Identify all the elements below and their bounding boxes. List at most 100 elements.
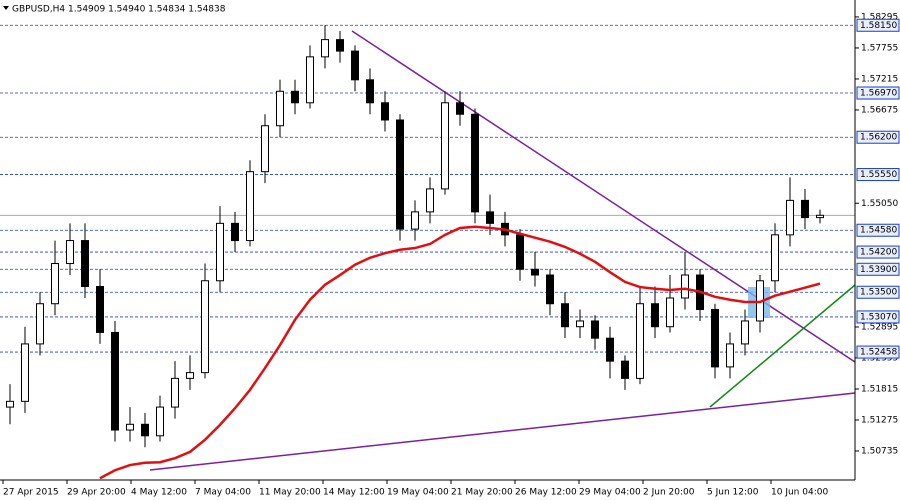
x-tick-label: 29 Apr 20:00 [67, 488, 126, 498]
candle-body [771, 234, 779, 282]
y-tick-label: 1.51275 [861, 416, 898, 426]
y-tick-label: 1.57755 [861, 43, 898, 53]
candle-body [6, 400, 14, 408]
candle-body [516, 234, 524, 270]
candle-body [261, 125, 269, 173]
candle-body [156, 406, 164, 437]
candle-body [801, 199, 809, 219]
candle-body [591, 320, 599, 339]
candle-body [561, 303, 569, 328]
title-arrow [3, 6, 9, 10]
candle-body [141, 423, 149, 437]
trend-line [709, 284, 856, 408]
chart-title: GBPUSD,H4 1.54909 1.54940 1.54834 1.5483… [12, 5, 226, 15]
candle-body [36, 303, 44, 345]
candle-body [786, 199, 794, 236]
candle-body [546, 274, 554, 305]
x-tick-label: 21 May 20:00 [451, 488, 513, 498]
level-label-box [856, 285, 900, 299]
x-tick-label: 11 May 20:00 [259, 488, 321, 498]
candle-body [396, 119, 404, 230]
level-label: 1.53900 [860, 265, 897, 275]
candle-body [306, 56, 314, 104]
candle-body [606, 337, 614, 362]
candle-body [276, 90, 284, 127]
level-label: 1.56970 [860, 89, 897, 99]
level-label: 1.56200 [860, 133, 897, 143]
y-tick-label: 1.58295 [861, 12, 898, 22]
candle-body [126, 423, 134, 431]
y-tick-label: 1.56675 [861, 105, 898, 115]
candles [6, 25, 824, 480]
level-label-box [856, 245, 900, 259]
y-tick-label: 1.55050 [861, 199, 898, 209]
candle-body [486, 211, 494, 224]
candle-body [621, 360, 629, 379]
candle-body [291, 90, 299, 104]
trend-line [351, 30, 856, 363]
level-label: 1.53070 [860, 312, 897, 322]
candle-body [471, 113, 479, 213]
level-label-box [856, 345, 900, 359]
candle-body [21, 343, 29, 402]
candle-body [81, 240, 89, 288]
candle-body [351, 50, 359, 81]
level-label-box [856, 310, 900, 324]
level-label-box [856, 223, 900, 237]
candle-body [321, 39, 329, 58]
candle-body [816, 214, 824, 219]
candle-body [531, 268, 539, 276]
level-label: 1.54200 [860, 248, 897, 258]
candle-body [411, 211, 419, 230]
candle-body [666, 297, 674, 328]
y-tick-label: 1.50735 [861, 447, 898, 457]
x-tick-label: 5 Jun 12:00 [707, 488, 759, 498]
candle-body [231, 222, 239, 242]
x-tick-label: 10 Jun 04:00 [771, 488, 828, 498]
candle-body [426, 188, 434, 213]
candle-body [441, 102, 449, 190]
x-tick-label: 29 May 04:00 [579, 488, 641, 498]
x-tick-label: 19 May 04:00 [387, 488, 449, 498]
candle-body [66, 240, 74, 265]
candle-body [201, 280, 209, 374]
candle-body [651, 303, 659, 328]
level-label: 1.54580 [860, 226, 897, 236]
candle-body [456, 102, 464, 115]
candle-body [636, 303, 644, 379]
x-tick-label: 27 Apr 2015 [3, 488, 59, 498]
level-label: 1.52458 [860, 348, 897, 358]
level-label: 1.53500 [860, 288, 897, 298]
y-tick-label: 1.57215 [861, 74, 898, 84]
x-tick-label: 7 May 04:00 [195, 488, 251, 498]
level-label-box [856, 262, 900, 276]
level-label: 1.55550 [860, 170, 897, 180]
candle-body [366, 79, 374, 104]
candle-body [171, 377, 179, 408]
candle-body [381, 102, 389, 121]
candle-body [186, 372, 194, 379]
candle-body [51, 263, 59, 305]
y-tick-label: 1.52895 [861, 322, 898, 332]
candle-body [96, 286, 104, 333]
level-label-box [856, 86, 900, 100]
level-label-box [856, 18, 900, 32]
x-tick-label: 2 Jun 20:00 [643, 488, 695, 498]
x-tick-label: 14 May 12:00 [323, 488, 385, 498]
y-tick-label: 1.51815 [861, 384, 898, 394]
level-label-box [856, 130, 900, 144]
trend-line [149, 392, 856, 471]
candle-body [336, 39, 344, 52]
x-tick-label: 4 May 12:00 [131, 488, 187, 498]
candle-body [246, 171, 254, 242]
level-label-box [856, 168, 900, 182]
candle-body [726, 343, 734, 368]
candle-body [111, 331, 119, 431]
candle-body [216, 222, 224, 282]
candle-body [711, 308, 719, 368]
level-label: 1.58150 [860, 21, 897, 31]
moving-average [99, 225, 821, 480]
candle-body [681, 274, 689, 299]
